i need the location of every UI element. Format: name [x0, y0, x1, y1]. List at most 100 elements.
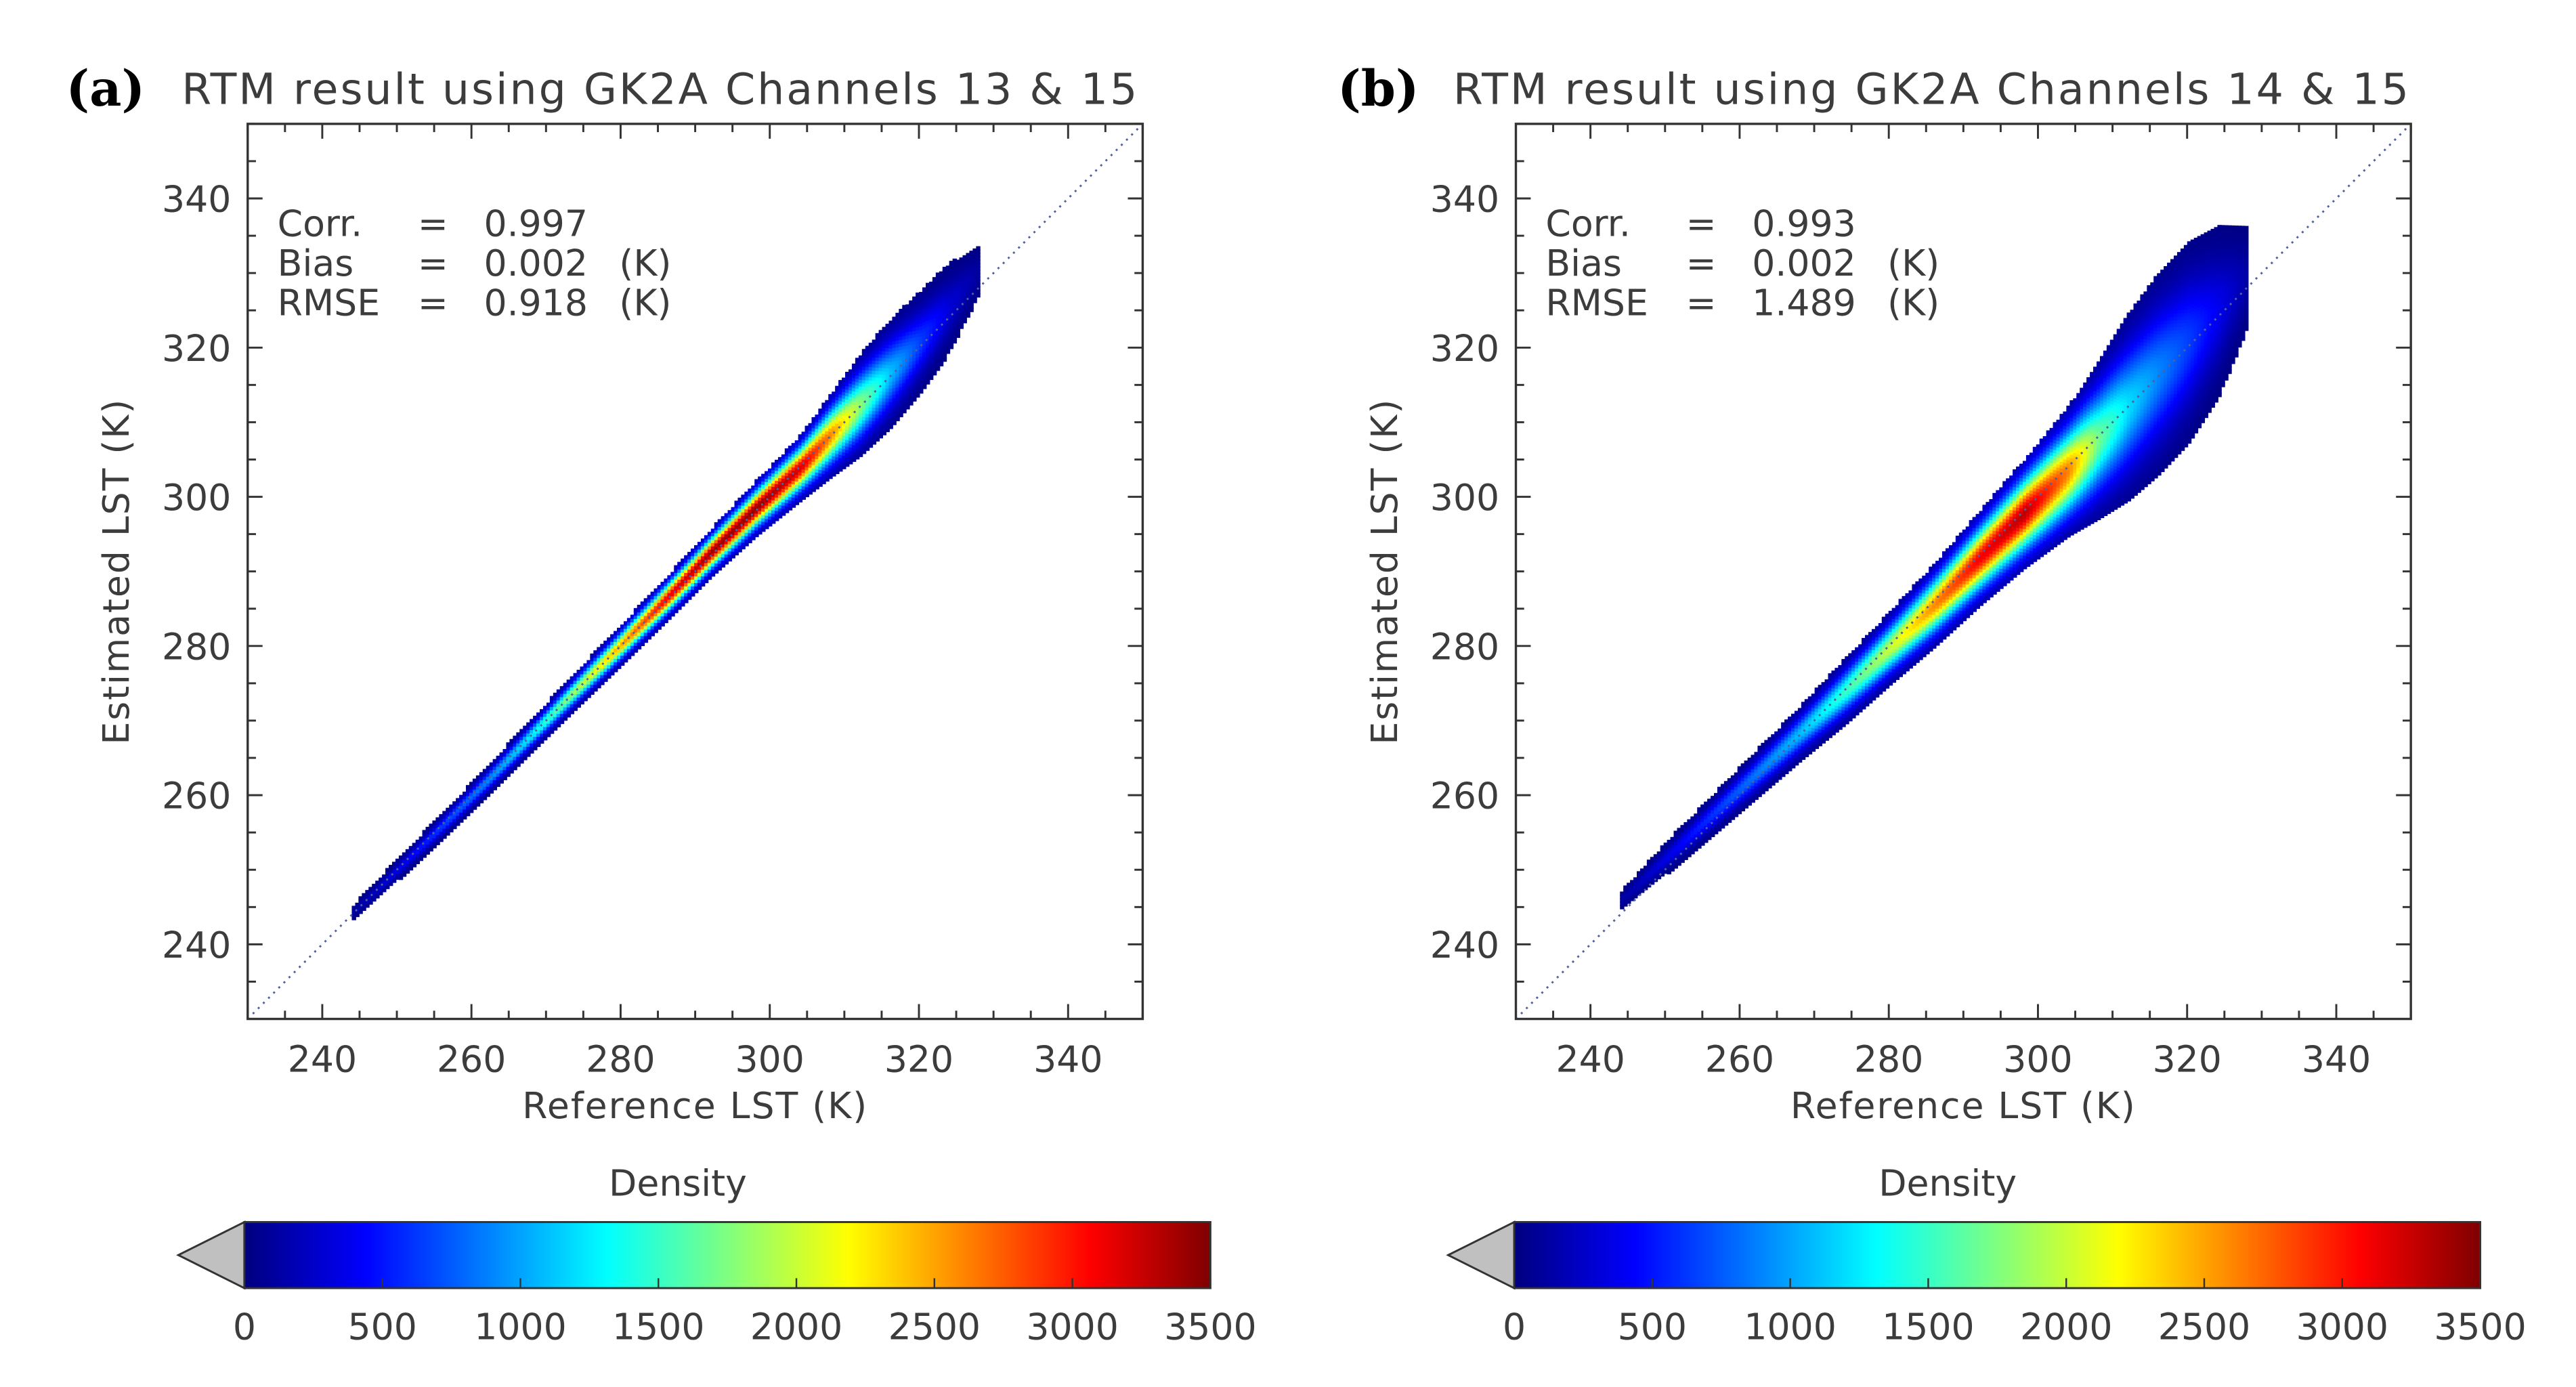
density-cell	[935, 343, 941, 347]
density-cell	[405, 866, 410, 871]
density-cell	[1969, 563, 1974, 568]
density-cell	[1757, 762, 1762, 767]
density-cell	[563, 700, 568, 704]
density-cell	[684, 565, 689, 570]
density-cell	[576, 683, 581, 688]
density-cell	[496, 772, 501, 777]
density-cell	[1821, 739, 1826, 744]
density-cell	[744, 528, 749, 533]
density-cell	[969, 284, 974, 289]
density-cell	[650, 618, 655, 623]
density-cell	[1874, 662, 1880, 668]
density-cell	[801, 475, 807, 480]
density-cell	[888, 327, 893, 332]
density-cell	[1804, 722, 1809, 727]
density-cell	[1878, 663, 1883, 668]
density-cell	[922, 297, 927, 302]
density-cell	[761, 477, 766, 482]
density-cell	[1855, 687, 1860, 692]
density-cell	[751, 519, 756, 524]
density-cell	[1667, 849, 1672, 855]
density-cell	[1845, 673, 1849, 678]
density-cell	[835, 389, 840, 394]
density-cell	[861, 375, 867, 381]
density-cell	[1865, 702, 1870, 707]
density-cell	[435, 837, 440, 842]
density-cell	[878, 407, 884, 412]
density-cell	[1737, 766, 1742, 771]
density-cell	[751, 536, 756, 540]
density-cell	[932, 364, 937, 369]
density-cell	[1955, 586, 1960, 591]
density-cell	[583, 666, 588, 671]
density-cell	[1771, 744, 1776, 749]
density-cell	[832, 395, 836, 400]
density-cell	[818, 479, 823, 484]
density-cell	[660, 595, 665, 600]
density-cell	[1929, 597, 1933, 601]
density-cell	[768, 521, 773, 527]
density-cell	[1969, 523, 1974, 528]
density-cell	[523, 742, 528, 747]
density-cell	[1881, 626, 1887, 631]
density-cell	[845, 375, 850, 380]
density-cell	[1922, 605, 1927, 611]
density-cell	[647, 595, 652, 599]
density-cell	[966, 283, 970, 288]
density-cell	[892, 350, 897, 355]
density-cell	[607, 664, 611, 669]
density-cell	[1858, 694, 1863, 700]
density-cell	[882, 404, 886, 409]
density-cell	[1929, 583, 1933, 588]
density-cell	[798, 484, 803, 490]
density-cell	[1717, 827, 1722, 832]
density-cell	[412, 856, 417, 861]
density-cell	[418, 840, 424, 845]
density-cell	[1761, 773, 1765, 777]
density-cell	[801, 468, 807, 473]
density-cell	[432, 834, 437, 838]
density-cell	[1764, 740, 1769, 745]
density-cell	[868, 433, 874, 438]
density-cell	[741, 498, 746, 503]
density-cell	[570, 703, 575, 708]
density-cell	[704, 572, 709, 577]
density-cell	[1627, 896, 1631, 901]
density-cell	[916, 302, 920, 307]
density-cell	[1801, 752, 1806, 757]
density-cell	[1784, 766, 1789, 771]
density-cell	[818, 422, 823, 427]
density-cell	[1790, 750, 1796, 755]
density-cell	[1711, 815, 1715, 821]
density-cell	[499, 752, 504, 757]
density-cell	[1838, 675, 1843, 680]
density-cell	[1874, 683, 1880, 688]
density-cell	[861, 389, 867, 394]
density-cell	[744, 498, 749, 503]
density-cell	[677, 565, 682, 570]
density-cell	[765, 491, 769, 496]
density-cell	[956, 296, 961, 301]
density-cell	[842, 448, 846, 453]
density-cell	[1918, 582, 1923, 586]
density-cell	[1673, 837, 1678, 842]
density-cell	[549, 729, 555, 734]
density-cell	[1888, 634, 1893, 639]
density-cell	[1727, 781, 1732, 786]
density-cell	[1687, 826, 1692, 831]
density-cell	[909, 391, 914, 396]
density-cell	[1972, 527, 1977, 532]
density-cell	[811, 444, 816, 449]
density-cell	[794, 440, 800, 445]
density-cell	[741, 531, 746, 536]
density-cell	[469, 788, 474, 793]
density-cell	[825, 427, 830, 431]
density-cell	[600, 664, 605, 668]
density-cell	[1942, 625, 1947, 630]
density-cell	[620, 635, 625, 639]
density-cell	[1737, 776, 1742, 781]
density-cell	[1643, 866, 1648, 870]
density-cell	[452, 814, 457, 819]
density-cell	[1982, 565, 1987, 570]
density-cell	[432, 840, 437, 845]
